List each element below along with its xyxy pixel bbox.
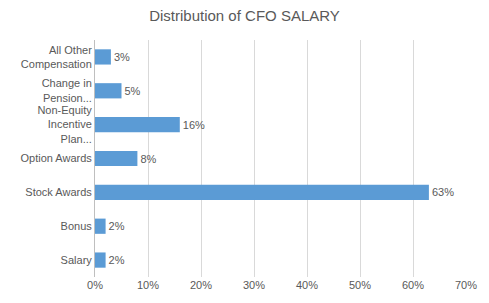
svg-text:70%: 70% <box>455 279 477 291</box>
svg-text:Salary: Salary <box>61 254 93 266</box>
svg-text:30%: 30% <box>243 279 265 291</box>
svg-text:2%: 2% <box>109 254 125 266</box>
svg-text:Distribution of CFO SALARY: Distribution of CFO SALARY <box>149 7 340 24</box>
svg-text:Change inPension...: Change inPension... <box>42 77 92 103</box>
svg-text:2%: 2% <box>109 220 125 232</box>
svg-text:50%: 50% <box>349 279 371 291</box>
svg-text:Option Awards: Option Awards <box>20 152 92 164</box>
svg-text:40%: 40% <box>296 279 318 291</box>
svg-text:3%: 3% <box>114 51 130 63</box>
svg-text:Stock Awards: Stock Awards <box>25 186 92 198</box>
svg-text:Non-EquityIncentivePlan...: Non-EquityIncentivePlan... <box>37 104 92 145</box>
svg-text:20%: 20% <box>190 279 212 291</box>
svg-text:16%: 16% <box>183 119 205 131</box>
svg-text:5%: 5% <box>125 85 141 97</box>
svg-text:Bonus: Bonus <box>61 220 93 232</box>
svg-text:63%: 63% <box>432 186 454 198</box>
svg-text:60%: 60% <box>402 279 424 291</box>
svg-text:10%: 10% <box>137 279 159 291</box>
svg-text:0%: 0% <box>87 279 103 291</box>
svg-text:All OtherCompensation: All OtherCompensation <box>21 44 92 70</box>
svg-text:8%: 8% <box>140 153 156 165</box>
